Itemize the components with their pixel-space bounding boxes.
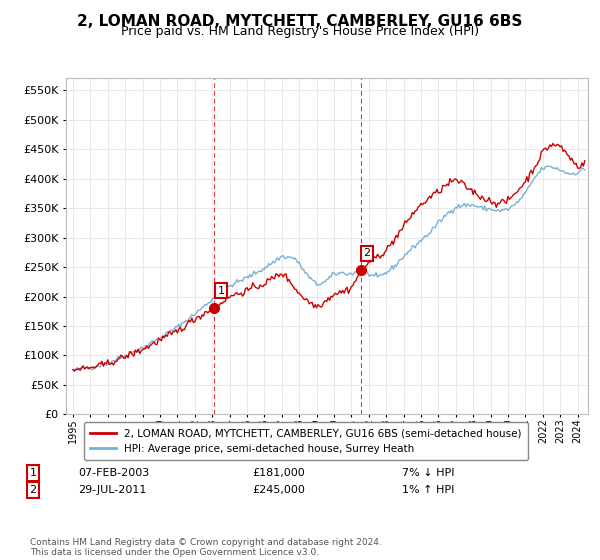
Text: £245,000: £245,000 (252, 485, 305, 495)
Text: 2, LOMAN ROAD, MYTCHETT, CAMBERLEY, GU16 6BS: 2, LOMAN ROAD, MYTCHETT, CAMBERLEY, GU16… (77, 14, 523, 29)
Text: 7% ↓ HPI: 7% ↓ HPI (402, 468, 455, 478)
Text: 1: 1 (217, 286, 224, 296)
Text: Contains HM Land Registry data © Crown copyright and database right 2024.
This d: Contains HM Land Registry data © Crown c… (30, 538, 382, 557)
Text: £181,000: £181,000 (252, 468, 305, 478)
Text: 29-JUL-2011: 29-JUL-2011 (78, 485, 146, 495)
Text: 2: 2 (364, 249, 371, 258)
Text: Price paid vs. HM Land Registry's House Price Index (HPI): Price paid vs. HM Land Registry's House … (121, 25, 479, 38)
Text: 2: 2 (29, 485, 37, 495)
Legend: 2, LOMAN ROAD, MYTCHETT, CAMBERLEY, GU16 6BS (semi-detached house), HPI: Average: 2, LOMAN ROAD, MYTCHETT, CAMBERLEY, GU16… (84, 422, 528, 460)
Text: 07-FEB-2003: 07-FEB-2003 (78, 468, 149, 478)
Text: 1% ↑ HPI: 1% ↑ HPI (402, 485, 454, 495)
Text: 1: 1 (29, 468, 37, 478)
